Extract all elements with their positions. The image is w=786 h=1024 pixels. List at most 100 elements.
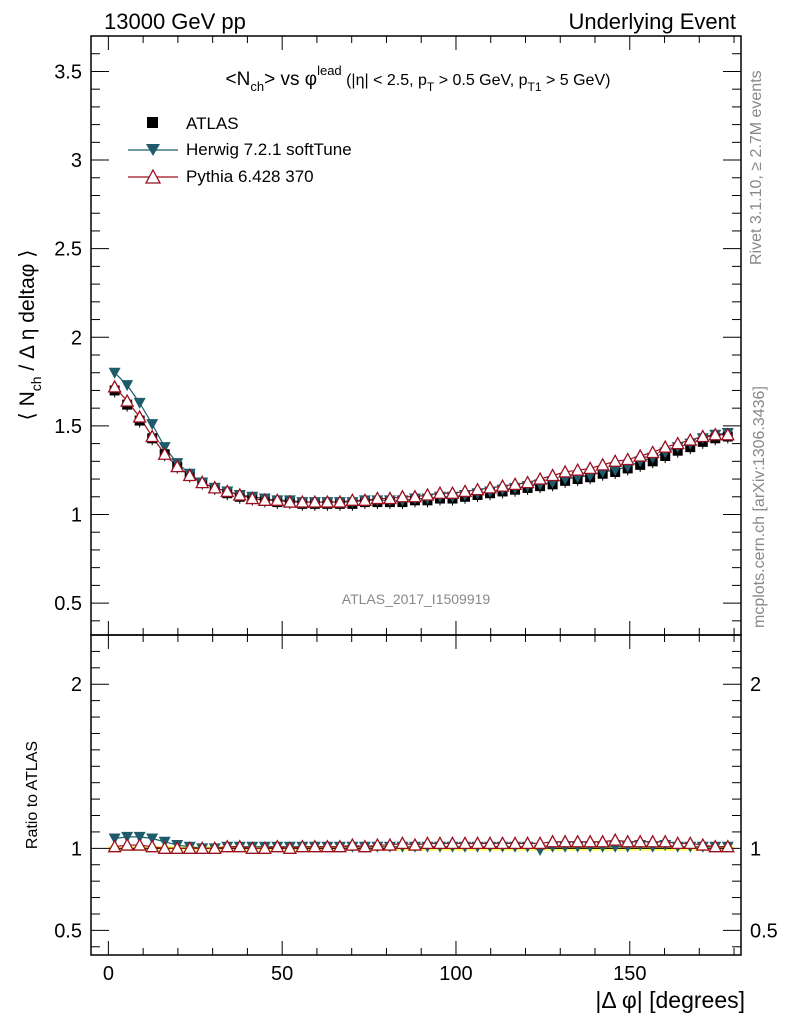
ylabel-part: ⟨ N — [16, 391, 39, 420]
pythia-point — [332, 494, 347, 508]
ratio-pythia-point — [257, 840, 272, 854]
pythia-point — [658, 439, 673, 453]
ylabel-part: ch — [28, 376, 44, 391]
herwig-point — [133, 397, 146, 409]
main-y-tick-label: 1 — [71, 504, 82, 526]
title-part: > 5 GeV) — [542, 72, 611, 89]
pythia-point — [207, 480, 222, 494]
pythia-point — [545, 468, 560, 482]
pythia-point — [720, 427, 735, 441]
pythia-point — [345, 492, 360, 506]
ratio-pythia-point — [545, 834, 560, 848]
pythia-point — [482, 480, 498, 494]
pythia-point — [157, 446, 172, 460]
pythia-point — [145, 429, 160, 443]
pythia-point — [195, 475, 210, 489]
ratio-pythia-point — [708, 839, 723, 853]
legend-pythia-label: Pythia 6.428 370 — [186, 167, 314, 186]
pythia-point — [520, 475, 535, 489]
ratio-pythia-point — [445, 836, 460, 850]
ratio-y-tick-label: 0.5 — [54, 920, 82, 942]
legend-atlas-label: ATLAS — [186, 114, 239, 133]
ratio-pythia-point — [482, 836, 498, 850]
herwig-point — [108, 367, 121, 379]
title-part: T — [427, 80, 435, 94]
main-y-axis-label: ⟨ Nch / Δ η deltaφ ⟩ — [16, 250, 44, 421]
x-tick-label: 0 — [103, 963, 114, 985]
ratio-pythia-point — [558, 834, 573, 848]
pythia-point — [407, 489, 423, 503]
ratio-pythia-point — [532, 836, 548, 850]
ratio-pythia-point — [645, 834, 660, 848]
ratio-pythia-point — [633, 834, 648, 848]
pythia-point — [232, 487, 247, 501]
legend-atlas-marker — [147, 117, 158, 128]
mcplots-label: mcplots.cern.ch [arXiv:1306.3436] — [751, 386, 768, 628]
ratio-pythia-point — [145, 839, 160, 853]
x-tick-label: 50 — [271, 963, 293, 985]
ratio-herwig-point — [108, 833, 121, 845]
pythia-point — [395, 489, 410, 503]
ratio-pythia-point — [695, 837, 710, 851]
ratio-y-tick-label: 2 — [71, 674, 82, 696]
ratio-pythia-point — [420, 836, 435, 850]
ratio-plot-frame — [90, 634, 742, 956]
title-part: (|η| < 2.5, p — [342, 72, 427, 89]
header-left: 13000 GeV pp — [104, 9, 246, 34]
pythia-point — [695, 429, 710, 443]
main-y-tick-label: 0.5 — [54, 593, 82, 615]
analysis-label: ATLAS_2017_I1509919 — [342, 591, 491, 607]
title-part: lead — [317, 63, 342, 78]
title-part: > vs φ — [264, 69, 317, 90]
axes-layer: 0 50 100 150 0.5 1 1.5 2 2.5 3 3.5 0.5 0.5 1 1 2 2 — [54, 36, 778, 985]
pythia-point — [382, 491, 398, 505]
herwig-point — [609, 465, 622, 477]
ratio-pythia-point — [170, 840, 185, 854]
title-part: ch — [250, 79, 264, 94]
ratio-pythia-point — [232, 839, 247, 853]
ratio-pythia-point — [207, 840, 222, 854]
pythia-point — [457, 484, 473, 498]
pythia-point — [495, 478, 510, 492]
pythia-point — [320, 494, 335, 508]
ratio-pythia-point — [120, 837, 135, 851]
ratio-pythia-point — [382, 837, 398, 851]
pythia-point — [132, 409, 147, 423]
ratio-pythia-point — [370, 837, 385, 851]
ratio-pythia-point — [507, 836, 523, 850]
data-layer — [107, 367, 735, 856]
pythia-point — [120, 393, 135, 407]
ratio-pythia-point — [282, 840, 297, 854]
ratio-pythia-point — [658, 834, 673, 848]
ratio-pythia-point — [520, 836, 535, 850]
pythia-point — [570, 462, 585, 476]
pythia-point — [708, 427, 723, 441]
ratio-pythia-point — [320, 839, 335, 853]
main-y-tick-label: 3.5 — [54, 61, 82, 83]
pythia-point — [282, 494, 297, 508]
x-tick-label: 100 — [439, 963, 472, 985]
x-axis-label: |Δ φ| [degrees] — [595, 987, 745, 1013]
ratio-pythia-point — [132, 837, 147, 851]
legend-herwig-label: Herwig 7.2.1 softTune — [186, 140, 352, 159]
ratio-pythia-point — [245, 840, 260, 854]
ratio-pythia-point — [107, 839, 122, 853]
ratio-pythia-point — [620, 834, 635, 848]
pythia-point — [107, 379, 122, 393]
pythia-point — [295, 494, 310, 508]
pythia-point — [470, 482, 485, 496]
ylabel-part: / Δ η deltaφ ⟩ — [16, 250, 39, 377]
x-tick-label: 150 — [613, 963, 646, 985]
title-part: <N — [226, 69, 251, 90]
ratio-pythia-point — [683, 836, 698, 850]
main-y-tick-label: 2.5 — [54, 239, 82, 261]
pythia-point — [270, 492, 285, 506]
pythia-point — [558, 464, 573, 478]
pythia-point — [445, 485, 460, 499]
ratio-y-axis-label: Ratio to ATLAS — [24, 741, 41, 849]
pythia-point — [532, 471, 548, 485]
main-y-tick-label: 3 — [71, 150, 82, 172]
pythia-point — [633, 448, 648, 462]
ratio-pythia-point — [407, 837, 423, 851]
ratio-pythia-point — [157, 840, 172, 854]
